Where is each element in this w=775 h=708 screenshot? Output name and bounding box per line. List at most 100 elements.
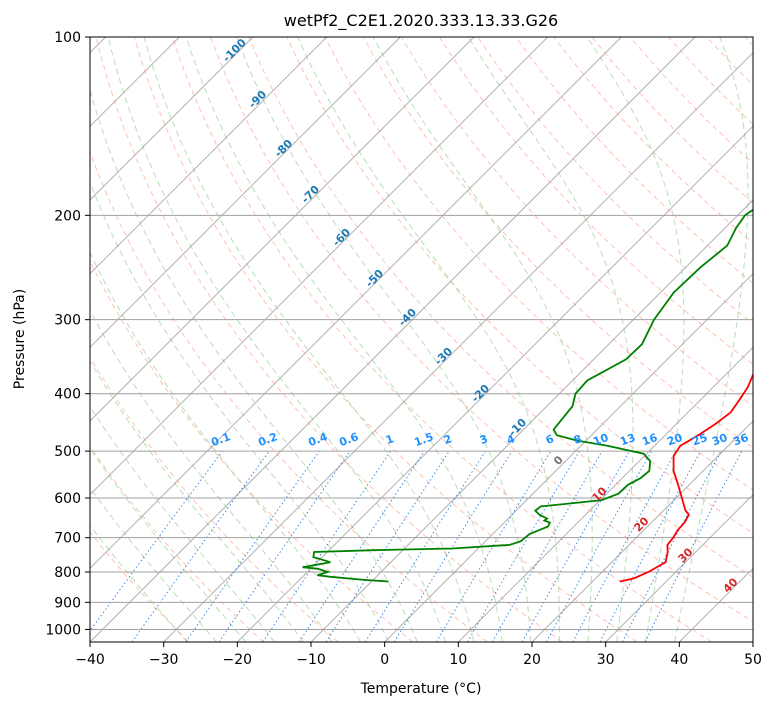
moist-adiabat — [372, 37, 593, 642]
mixing-ratio-line — [572, 450, 677, 642]
moist-adiabat — [90, 524, 188, 642]
dry-adiabat — [400, 37, 753, 407]
isotherm-line — [163, 51, 753, 642]
mixing-ratio-label: 0.1 — [209, 430, 232, 449]
y-tick-label: 100 — [54, 30, 81, 46]
dry-adiabat — [210, 37, 753, 623]
mixing-ratio-label: 13 — [618, 431, 637, 448]
x-tick-label: 40 — [670, 652, 688, 668]
moist-adiabat — [90, 447, 247, 642]
moist-adiabat — [90, 309, 333, 642]
y-tick-label: 400 — [54, 387, 81, 403]
background-lines — [90, 37, 753, 642]
y-tick-label: 200 — [54, 208, 81, 224]
isotherm-line — [90, 37, 401, 349]
dry-adiabat — [248, 37, 753, 578]
x-tick-label: −20 — [223, 652, 253, 668]
moist-adiabat — [143, 37, 475, 642]
x-tick-label: 30 — [597, 652, 615, 668]
moist-adiabat — [90, 360, 304, 642]
isotherm-line — [90, 37, 549, 496]
profile-traces — [302, 208, 753, 583]
isotherm-line — [384, 272, 753, 642]
mixing-ratio-label: 0.2 — [256, 430, 279, 449]
dry-adiabat — [95, 37, 563, 642]
mixing-ratio-label: 8 — [572, 432, 584, 447]
y-tick-label: 1000 — [45, 622, 81, 638]
mixing-ratio-line — [298, 450, 425, 642]
plot-frame — [89, 36, 754, 643]
moist-adiabat — [107, 37, 447, 642]
moist-adiabat — [90, 88, 418, 642]
profile-line — [302, 208, 753, 583]
mixing-ratio-line — [521, 450, 630, 642]
x-tick-label: 10 — [449, 652, 467, 668]
x-tick-label: −30 — [149, 652, 179, 668]
mixing-ratio-label: 20 — [665, 431, 684, 449]
mixing-ratio-label: 10 — [591, 431, 610, 449]
isotherm-line — [457, 346, 753, 642]
mixing-ratio-label: 25 — [690, 431, 709, 448]
dry-adiabat — [515, 37, 753, 284]
mixing-ratio-label: 0.6 — [337, 430, 360, 449]
mixing-ratio-label: 36 — [731, 431, 750, 449]
dry-adiabat — [90, 356, 339, 642]
x-tick-label: −10 — [296, 652, 326, 668]
isotherm-line — [605, 493, 753, 642]
mixing-ratio-line — [131, 450, 270, 642]
y-tick-label: 900 — [54, 595, 81, 611]
x-tick-label: 50 — [744, 652, 762, 668]
mixing-ratio-label: 6 — [544, 432, 556, 447]
moist-adiabat — [90, 180, 390, 642]
dry-adiabat — [90, 531, 190, 642]
dry-adiabat — [90, 445, 264, 642]
mixing-ratio-label: 3 — [478, 432, 490, 447]
pressure-grid — [90, 37, 753, 630]
mixing-ratio-line — [393, 450, 513, 642]
mixing-ratio-label: 4 — [505, 432, 517, 447]
isotherm-line — [90, 37, 328, 275]
isotherm-line — [90, 37, 622, 570]
moist-adiabat — [297, 37, 560, 642]
dry-adiabat — [171, 37, 712, 642]
dry-adiabat — [133, 37, 638, 642]
moist-adiabat — [236, 37, 532, 642]
mixing-ratio-line — [325, 450, 450, 642]
y-tick-label: 700 — [54, 531, 81, 547]
y-tick-label: 600 — [54, 491, 81, 507]
moist-adiabat — [185, 37, 503, 642]
moist-adiabat — [586, 37, 685, 642]
mixing-ratio-line — [218, 450, 351, 642]
mixing-ratio-label: 0.4 — [306, 430, 329, 449]
isotherm-line — [531, 420, 753, 642]
moist-adiabat — [674, 37, 749, 642]
profile-line — [619, 372, 753, 583]
isotherm-line — [236, 125, 753, 642]
mixing-ratio-line — [185, 450, 320, 642]
y-tick-label: 300 — [54, 313, 81, 329]
moist-adiabat — [90, 251, 362, 642]
chart-title: wetPf2_C2E1.2020.333.13.33.G26 — [284, 11, 558, 31]
mixing-ratio-line — [644, 450, 743, 642]
mixing-ratio-line — [262, 450, 392, 642]
x-axis-ticks: −40 −30 −20 −10 0 10 20 30 40 50 — [75, 642, 762, 668]
mixing-ratio-label: 16 — [640, 431, 659, 449]
moist-adiabat — [90, 405, 276, 642]
dry-adiabat — [438, 37, 753, 366]
x-tick-label: 20 — [523, 652, 541, 668]
x-axis-label: Temperature (°C) — [360, 681, 482, 697]
mixing-ratio-label: 30 — [710, 431, 729, 449]
moist-adiabat — [90, 487, 217, 642]
mixing-ratio-line — [545, 450, 653, 642]
mixing-ratio-line — [90, 450, 223, 632]
mixing-ratio-label: 1 — [384, 432, 396, 447]
mixing-ratio-label: 1.5 — [412, 430, 435, 449]
y-tick-label: 500 — [54, 444, 81, 460]
x-tick-label: −40 — [75, 652, 105, 668]
y-axis-ticks: 100 200 300 400 500 600 700 800 900 1000 — [45, 30, 90, 638]
mixing-ratio-label: 2 — [442, 432, 454, 447]
y-tick-label: 800 — [54, 565, 81, 581]
dry-adiabat — [90, 150, 488, 642]
